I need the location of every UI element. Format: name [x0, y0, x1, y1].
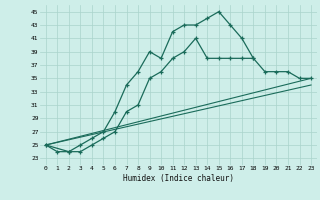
X-axis label: Humidex (Indice chaleur): Humidex (Indice chaleur) [123, 174, 234, 183]
